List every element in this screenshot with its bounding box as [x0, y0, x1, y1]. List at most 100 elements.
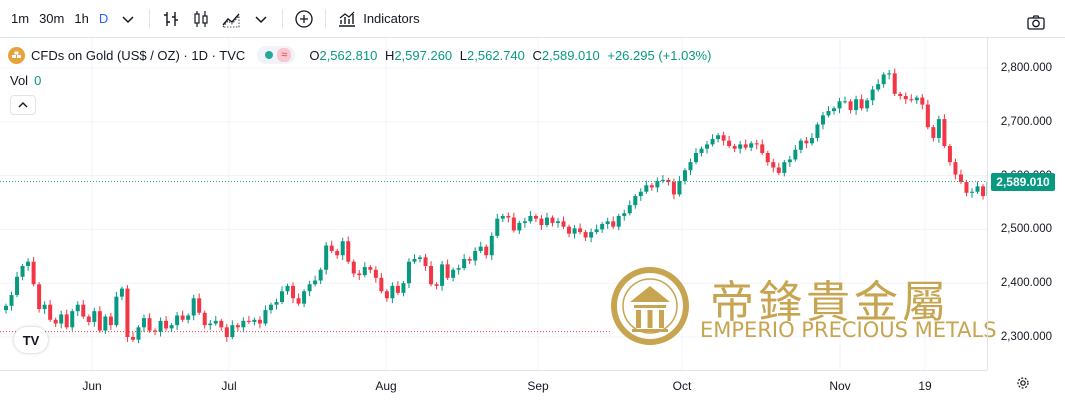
- top-toolbar: 1m 30m 1h D Indicators: [0, 0, 1065, 38]
- toolbar-divider: [325, 8, 327, 29]
- candle-body: [329, 245, 334, 251]
- settings-button[interactable]: [1016, 376, 1030, 395]
- candle-body: [500, 215, 505, 219]
- toolbar-divider: [282, 8, 284, 29]
- candle-body: [478, 246, 483, 251]
- price-chart[interactable]: [0, 38, 987, 370]
- bars-style-button[interactable]: [156, 5, 186, 33]
- candle-body: [20, 265, 25, 277]
- price-tick: 2,700.000: [1000, 115, 1052, 128]
- candle-body: [280, 291, 284, 303]
- open-key: O: [309, 47, 320, 63]
- bar-chart-icon: [164, 11, 179, 26]
- candle-body: [125, 288, 130, 337]
- interval-30m-button[interactable]: 30m: [39, 11, 65, 26]
- candle-body: [694, 153, 698, 163]
- watermark-logo: 帝鋒貴金屬 EMPERIO PRECIOUS METALS: [610, 266, 997, 346]
- time-tick: Jun: [82, 379, 102, 393]
- candle-body: [368, 267, 373, 270]
- candle-body: [859, 99, 864, 109]
- candle-body: [936, 119, 941, 138]
- candle-body: [180, 315, 185, 320]
- candle-body: [517, 222, 522, 231]
- candle-body: [186, 315, 191, 320]
- tradingview-logo[interactable]: TV: [14, 327, 48, 353]
- price-tick: 2,800.000: [1000, 62, 1052, 74]
- candle-body: [274, 302, 279, 305]
- candle-body: [953, 162, 958, 175]
- candles-style-button[interactable]: [186, 5, 216, 33]
- interval-1m-button[interactable]: 1m: [11, 11, 30, 26]
- candle-body: [600, 224, 605, 230]
- candle-body: [909, 99, 914, 101]
- candle-body: [48, 304, 53, 320]
- candle-body: [699, 148, 704, 154]
- candle-body: [826, 111, 831, 116]
- candle-body: [42, 304, 47, 310]
- low-value: 2,562.740: [467, 47, 525, 63]
- candle-body: [622, 213, 627, 216]
- high-key: H: [384, 47, 395, 63]
- candle-body: [175, 315, 180, 326]
- candle-body: [970, 191, 974, 193]
- candle-body: [462, 258, 467, 269]
- candle-body: [208, 323, 213, 326]
- candle-body: [406, 261, 411, 284]
- candle-body: [230, 325, 235, 337]
- candle-body: [53, 319, 58, 324]
- candle-body: [765, 153, 770, 163]
- candle-body: [158, 320, 163, 332]
- candle-body: [682, 170, 687, 181]
- candle-body: [313, 280, 318, 285]
- candle-body: [130, 337, 135, 340]
- candle-body: [727, 140, 732, 147]
- candle-body: [688, 162, 693, 171]
- last-price-label: 2,589.010: [991, 172, 1055, 191]
- volume-label: Vol: [10, 73, 29, 88]
- change-value: +26.295 (+1.03%): [607, 47, 712, 63]
- candle-body: [412, 258, 417, 262]
- collapse-legend-button[interactable]: [10, 95, 36, 115]
- market-open-dot: [265, 51, 274, 59]
- candle-body: [379, 277, 384, 292]
- time-axis[interactable]: Jun Jul Aug Sep Oct Nov 19: [0, 370, 987, 404]
- candle-body: [660, 179, 665, 181]
- candle-body: [197, 298, 202, 313]
- indicators-button[interactable]: Indicators: [332, 5, 424, 33]
- candle-body: [302, 291, 307, 304]
- market-status-pill[interactable]: ≈: [257, 46, 296, 64]
- candle-body: [390, 285, 395, 299]
- candle-body: [191, 298, 196, 316]
- candle-body: [445, 264, 450, 278]
- emperio-emblem-icon: [611, 267, 689, 345]
- price-axis[interactable]: 2,800.000 2,700.000 2,600.000 2,500.000 …: [987, 38, 1065, 370]
- candle-body: [147, 318, 152, 331]
- candle-body: [633, 196, 638, 206]
- interval-dropdown-button[interactable]: [113, 5, 143, 33]
- candle-body: [732, 146, 737, 149]
- candles-icon: [194, 10, 208, 27]
- candle-body: [627, 205, 632, 214]
- interval-1h-button[interactable]: 1h: [74, 11, 89, 26]
- area-chart-icon: [222, 13, 240, 27]
- chart-style-dropdown-button[interactable]: [246, 5, 276, 33]
- candle-body: [142, 318, 146, 328]
- candle-body: [511, 217, 516, 231]
- candle-body: [97, 311, 102, 331]
- indicators-label: Indicators: [363, 11, 420, 26]
- candle-body: [456, 268, 461, 270]
- interval-d-button[interactable]: D: [98, 11, 109, 26]
- candles-series: [4, 68, 987, 344]
- area-style-button[interactable]: [216, 5, 246, 33]
- camera-icon: [1027, 15, 1045, 30]
- compare-symbol-button[interactable]: [289, 5, 319, 33]
- candle-body: [268, 304, 273, 311]
- candle-body: [876, 84, 881, 90]
- candle-body: [594, 229, 599, 233]
- volume-value: 0: [34, 73, 42, 88]
- candle-body: [809, 137, 814, 144]
- symbol-title[interactable]: CFDs on Gold (US$ / OZ) · 1D · TVC: [31, 47, 246, 63]
- snapshot-button[interactable]: [1021, 9, 1051, 37]
- candle-body: [506, 215, 511, 218]
- candle-body: [346, 241, 351, 262]
